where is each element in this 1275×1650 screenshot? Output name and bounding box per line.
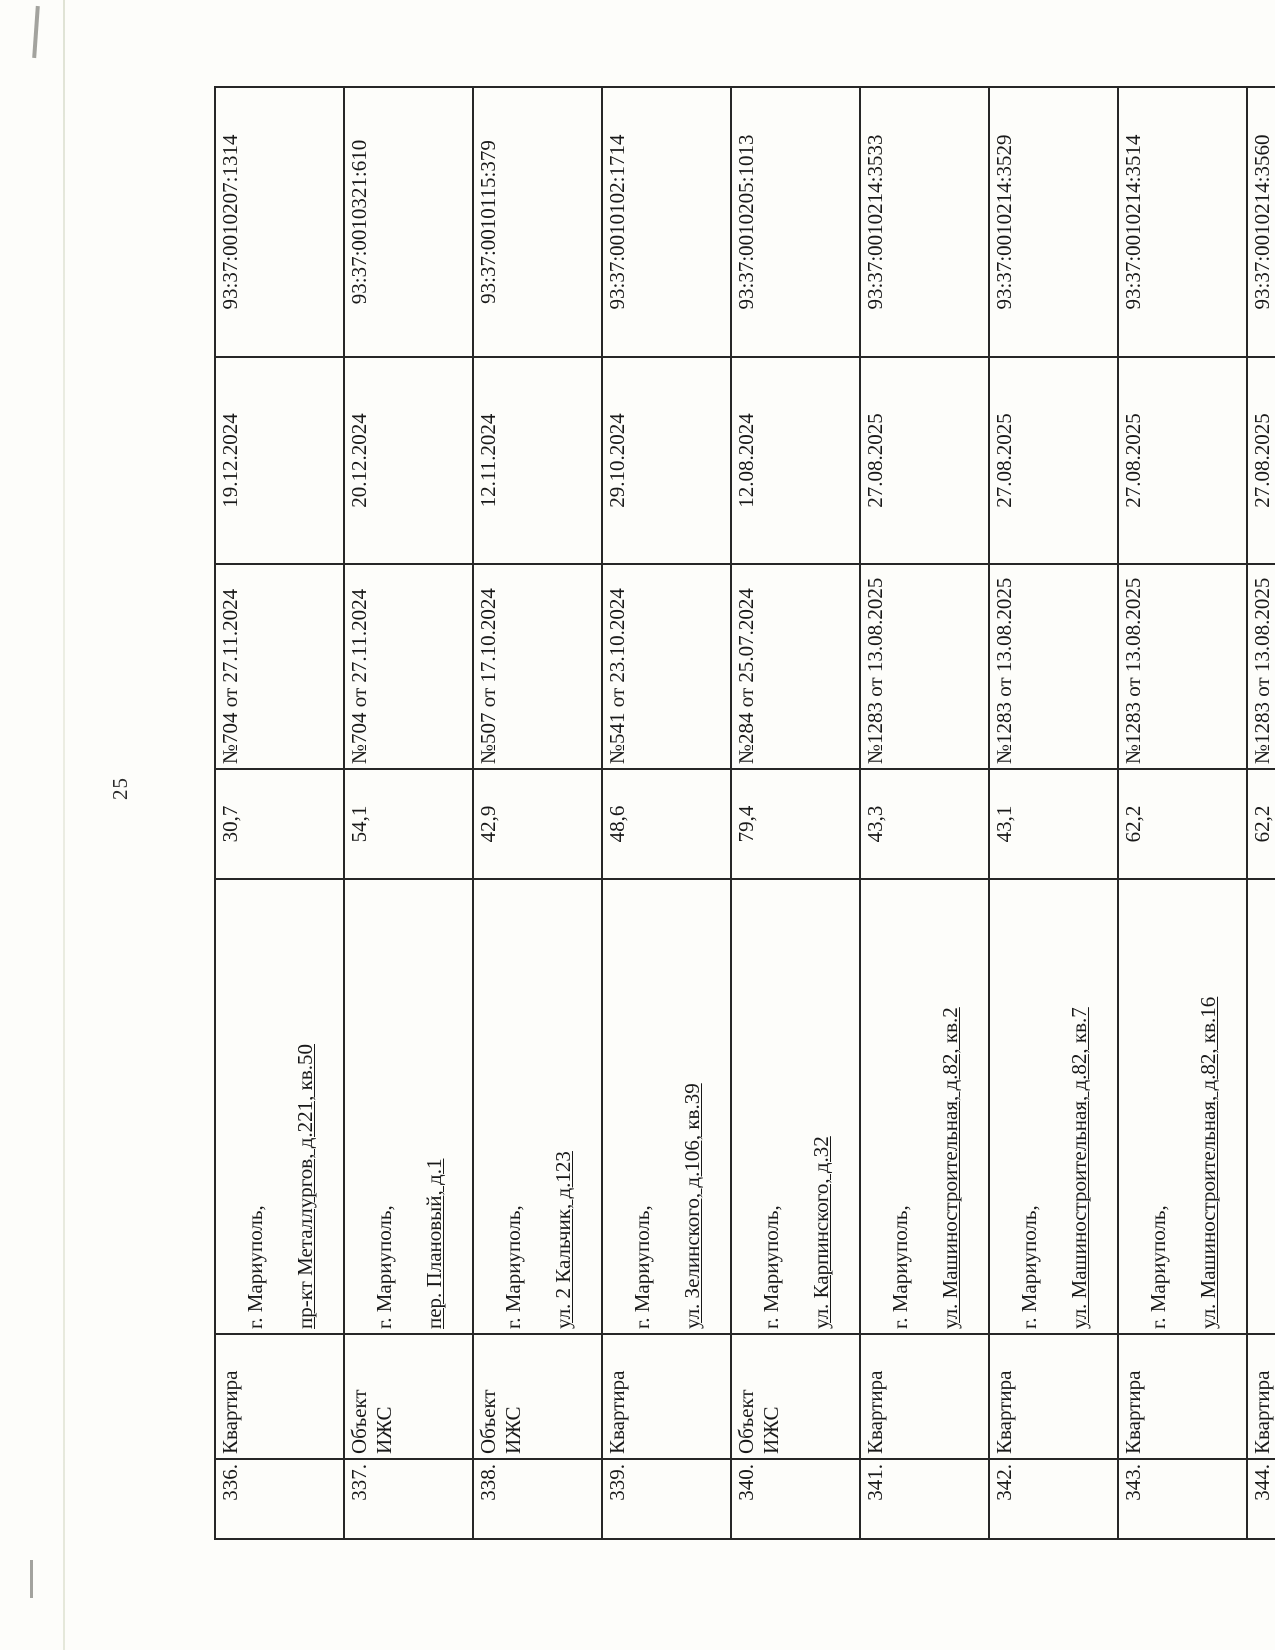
object-address-cell: г. Мариуполь, ул. Машиностроительная, д.… (1247, 879, 1275, 1334)
object-area-cell: 48,6 (602, 769, 731, 879)
basis-document-cell: №704 от 27.11.2024 (215, 564, 344, 769)
registration-date-cell: 20.12.2024 (344, 357, 473, 564)
table-row: 342. Квартира г. Мариуполь, ул. Машиност… (989, 87, 1118, 1539)
object-type-cell: Объект ИЖС (473, 1334, 602, 1459)
object-address-cell: г. Мариуполь, пр-кт Металлургов, д.221, … (215, 879, 344, 1334)
cadastral-number-cell: 93:37:0010102:1714 (602, 87, 731, 357)
object-type-cell: Квартира (860, 1334, 989, 1459)
registration-date-cell: 27.08.2025 (860, 357, 989, 564)
address-street-line: пр-кт Металлургов, д.221, кв.50 (293, 1043, 317, 1329)
registration-date-cell: 27.08.2025 (989, 357, 1118, 564)
object-type-cell: Квартира (215, 1334, 344, 1459)
table-row: 338. Объект ИЖС г. Мариуполь, ул. 2 Каль… (473, 87, 602, 1539)
row-number-cell: 340. (731, 1459, 860, 1539)
registration-date-cell: 19.12.2024 (215, 357, 344, 564)
object-area-cell: 62,2 (1118, 769, 1247, 879)
address-city-line: г. Мариуполь, (630, 1205, 654, 1329)
address-city-line: г. Мариуполь, (501, 1205, 525, 1329)
address-city-line: г. Мариуполь, (243, 1205, 267, 1329)
registration-date-cell: 29.10.2024 (602, 357, 731, 564)
cadastral-number-cell: 93:37:0010214:3514 (1118, 87, 1247, 357)
cadastral-number-cell: 93:37:0010214:3529 (989, 87, 1118, 357)
basis-document-cell: №507 от 17.10.2024 (473, 564, 602, 769)
object-type-cell: Объект ИЖС (344, 1334, 473, 1459)
object-area-cell: 79,4 (731, 769, 860, 879)
basis-document-cell: №1283 от 13.08.2025 (989, 564, 1118, 769)
basis-document-cell: №1283 от 13.08.2025 (860, 564, 989, 769)
object-type-cell: Квартира (1118, 1334, 1247, 1459)
basis-document-cell: №1283 от 13.08.2025 (1118, 564, 1247, 769)
table-row: 343. Квартира г. Мариуполь, ул. Машиност… (1118, 87, 1247, 1539)
object-address-cell: г. Мариуполь, ул. Карпинского, д.32 (731, 879, 860, 1334)
address-city-line: г. Мариуполь, (888, 1205, 912, 1329)
table-row: 341. Квартира г. Мариуполь, ул. Машиност… (860, 87, 989, 1539)
row-number-cell: 338. (473, 1459, 602, 1539)
address-street-line: ул. Машиностроительная, д.82, кв.2 (938, 1007, 962, 1329)
registration-date-cell: 12.08.2024 (731, 357, 860, 564)
table-row: 339. Квартира г. Мариуполь, ул. Зелинско… (602, 87, 731, 1539)
row-number-cell: 336. (215, 1459, 344, 1539)
object-type-cell: Квартира (989, 1334, 1118, 1459)
table-row: 336. Квартира г. Мариуполь, пр-кт Металл… (215, 87, 344, 1539)
registration-date-cell: 12.11.2024 (473, 357, 602, 564)
basis-document-cell: №704 от 27.11.2024 (344, 564, 473, 769)
cadastral-number-cell: 93:37:0010205:1013 (731, 87, 860, 357)
object-type-cell: Объект ИЖС (731, 1334, 860, 1459)
cadastral-number-cell: 93:37:0010214:3533 (860, 87, 989, 357)
property-registry-table: 336. Квартира г. Мариуполь, пр-кт Металл… (214, 86, 1275, 1540)
address-city-line: г. Мариуполь, (1017, 1205, 1041, 1329)
object-address-cell: г. Мариуполь, ул. Машиностроительная, д.… (860, 879, 989, 1334)
object-address-cell: г. Мариуполь, ул. 2 Кальчик, д.123 (473, 879, 602, 1334)
cadastral-number-cell: 93:37:0010214:3560 (1247, 87, 1275, 357)
object-address-cell: г. Мариуполь, ул. Машиностроительная, д.… (989, 879, 1118, 1334)
object-area-cell: 62,2 (1247, 769, 1275, 879)
table-row: 340. Объект ИЖС г. Мариуполь, ул. Карпин… (731, 87, 860, 1539)
basis-document-cell: №1283 от 13.08.2025 (1247, 564, 1275, 769)
scan-artifact (30, 1560, 33, 1598)
address-street-line: ул. Машиностроительная, д.82, кв.7 (1067, 1007, 1091, 1329)
object-address-cell: г. Мариуполь, пер. Плановый, д.1 (344, 879, 473, 1334)
cadastral-number-cell: 93:37:0010115:379 (473, 87, 602, 357)
object-area-cell: 54,1 (344, 769, 473, 879)
table-row: 337. Объект ИЖС г. Мариуполь, пер. Плано… (344, 87, 473, 1539)
address-street-line: ул. Карпинского, д.32 (809, 1136, 833, 1329)
registration-date-cell: 27.08.2025 (1118, 357, 1247, 564)
address-city-line: г. Мариуполь, (759, 1205, 783, 1329)
address-street-line: ул. Машиностроительная, д.82, кв.16 (1196, 996, 1220, 1329)
scan-fold-line (63, 0, 65, 1650)
object-area-cell: 43,3 (860, 769, 989, 879)
row-number-cell: 343. (1118, 1459, 1247, 1539)
cadastral-number-cell: 93:37:0010207:1314 (215, 87, 344, 357)
page-number: 25 (108, 777, 132, 800)
object-area-cell: 30,7 (215, 769, 344, 879)
address-city-line: г. Мариуполь, (372, 1205, 396, 1329)
basis-document-cell: №284 от 25.07.2024 (731, 564, 860, 769)
table-row: 344. Квартира г. Мариуполь, ул. Машиност… (1247, 87, 1275, 1539)
registry-table-body: 336. Квартира г. Мариуполь, пр-кт Металл… (215, 87, 1275, 1539)
basis-document-cell: №541 от 23.10.2024 (602, 564, 731, 769)
cadastral-number-cell: 93:37:0010321:610 (344, 87, 473, 357)
address-street-line: ул. 2 Кальчик, д.123 (551, 1151, 575, 1329)
address-city-line: г. Мариуполь, (1146, 1205, 1170, 1329)
object-address-cell: г. Мариуполь, ул. Зелинского, д.106, кв.… (602, 879, 731, 1334)
row-number-cell: 337. (344, 1459, 473, 1539)
registration-date-cell: 27.08.2025 (1247, 357, 1275, 564)
object-address-cell: г. Мариуполь, ул. Машиностроительная, д.… (1118, 879, 1247, 1334)
address-street-line: ул. Зелинского, д.106, кв.39 (680, 1083, 704, 1329)
row-number-cell: 341. (860, 1459, 989, 1539)
row-number-cell: 344. (1247, 1459, 1275, 1539)
address-street-line: пер. Плановый, д.1 (422, 1158, 446, 1329)
object-area-cell: 43,1 (989, 769, 1118, 879)
object-type-cell: Квартира (1247, 1334, 1275, 1459)
object-type-cell: Квартира (602, 1334, 731, 1459)
row-number-cell: 342. (989, 1459, 1118, 1539)
row-number-cell: 339. (602, 1459, 731, 1539)
object-area-cell: 42,9 (473, 769, 602, 879)
